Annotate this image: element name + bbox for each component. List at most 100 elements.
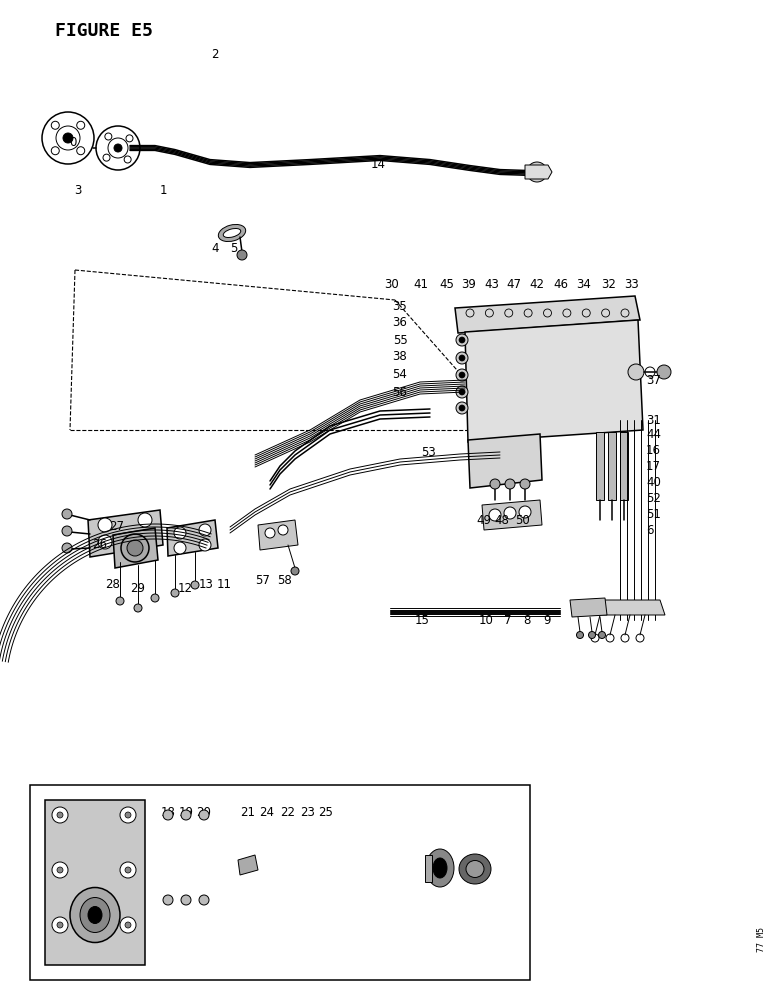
- Text: 14: 14: [371, 158, 385, 172]
- Circle shape: [57, 922, 63, 928]
- Circle shape: [127, 540, 143, 556]
- Ellipse shape: [88, 906, 102, 924]
- Circle shape: [42, 112, 94, 164]
- Polygon shape: [596, 432, 604, 500]
- Text: 20: 20: [197, 806, 212, 820]
- Circle shape: [120, 862, 136, 878]
- Circle shape: [199, 539, 211, 551]
- Text: 8: 8: [523, 613, 530, 626]
- Circle shape: [52, 807, 68, 823]
- Text: 17: 17: [646, 460, 661, 474]
- Ellipse shape: [466, 860, 484, 878]
- Circle shape: [114, 144, 122, 152]
- Text: 30: 30: [384, 278, 399, 292]
- Text: 9: 9: [543, 613, 550, 626]
- Circle shape: [138, 530, 152, 544]
- Circle shape: [456, 352, 468, 364]
- Circle shape: [163, 810, 173, 820]
- Text: 31: 31: [646, 414, 661, 426]
- Circle shape: [96, 126, 140, 170]
- Circle shape: [456, 334, 468, 346]
- Text: 45: 45: [439, 278, 455, 292]
- Ellipse shape: [70, 888, 120, 942]
- Text: 29: 29: [130, 582, 145, 594]
- Text: 55: 55: [393, 334, 408, 347]
- Text: 7: 7: [504, 613, 512, 626]
- Circle shape: [174, 542, 186, 554]
- Ellipse shape: [433, 858, 447, 878]
- Text: 24: 24: [259, 806, 275, 820]
- Text: 37: 37: [646, 373, 661, 386]
- Circle shape: [171, 589, 179, 597]
- Circle shape: [459, 372, 465, 378]
- Text: 23: 23: [300, 806, 316, 820]
- Ellipse shape: [218, 224, 245, 242]
- Text: 5: 5: [230, 241, 238, 254]
- Circle shape: [125, 922, 131, 928]
- Text: 1: 1: [159, 184, 167, 196]
- Circle shape: [138, 513, 152, 527]
- Polygon shape: [167, 520, 218, 556]
- Text: 18: 18: [161, 806, 175, 820]
- Circle shape: [52, 917, 68, 933]
- Circle shape: [98, 535, 112, 549]
- Circle shape: [125, 812, 131, 818]
- Circle shape: [237, 250, 247, 260]
- Text: 47: 47: [506, 278, 522, 292]
- Text: 38: 38: [393, 351, 408, 363]
- Text: 41: 41: [414, 278, 428, 292]
- Text: 2: 2: [212, 48, 218, 62]
- Circle shape: [62, 526, 72, 536]
- Text: 26: 26: [93, 538, 107, 550]
- Text: 57: 57: [256, 574, 270, 586]
- Text: 34: 34: [577, 278, 591, 292]
- Circle shape: [291, 567, 299, 575]
- Polygon shape: [608, 432, 616, 500]
- Circle shape: [588, 632, 595, 639]
- Ellipse shape: [459, 854, 491, 884]
- Text: 13: 13: [198, 578, 213, 590]
- Text: 19: 19: [178, 806, 194, 820]
- Circle shape: [57, 867, 63, 873]
- Text: 46: 46: [554, 278, 568, 292]
- Circle shape: [151, 594, 159, 602]
- Circle shape: [520, 479, 530, 489]
- Circle shape: [598, 632, 605, 639]
- Text: 39: 39: [462, 278, 476, 292]
- Text: 52: 52: [646, 492, 661, 506]
- Circle shape: [505, 479, 515, 489]
- Circle shape: [116, 597, 124, 605]
- Circle shape: [519, 506, 531, 518]
- Circle shape: [459, 355, 465, 361]
- Circle shape: [174, 527, 186, 539]
- Polygon shape: [482, 500, 542, 530]
- Text: 28: 28: [106, 578, 120, 590]
- Circle shape: [657, 365, 671, 379]
- Circle shape: [163, 895, 173, 905]
- Polygon shape: [88, 510, 163, 557]
- Bar: [30, 785, 530, 980]
- Circle shape: [199, 810, 209, 820]
- Text: 42: 42: [530, 278, 544, 292]
- Text: 40: 40: [646, 477, 661, 489]
- Text: 56: 56: [393, 386, 408, 399]
- Text: 54: 54: [393, 367, 408, 380]
- Polygon shape: [570, 598, 607, 617]
- Ellipse shape: [80, 898, 110, 932]
- Text: 10: 10: [479, 613, 493, 626]
- Text: 16: 16: [646, 444, 661, 458]
- Text: 3: 3: [74, 184, 82, 196]
- Text: 21: 21: [241, 806, 256, 820]
- Text: 43: 43: [485, 278, 499, 292]
- Circle shape: [628, 364, 644, 380]
- Text: 58: 58: [278, 574, 293, 586]
- Circle shape: [181, 895, 191, 905]
- Circle shape: [52, 862, 68, 878]
- Circle shape: [504, 507, 516, 519]
- Ellipse shape: [223, 228, 241, 238]
- Polygon shape: [525, 165, 552, 179]
- Circle shape: [199, 524, 211, 536]
- Circle shape: [62, 543, 72, 553]
- Circle shape: [459, 405, 465, 411]
- Circle shape: [527, 162, 547, 182]
